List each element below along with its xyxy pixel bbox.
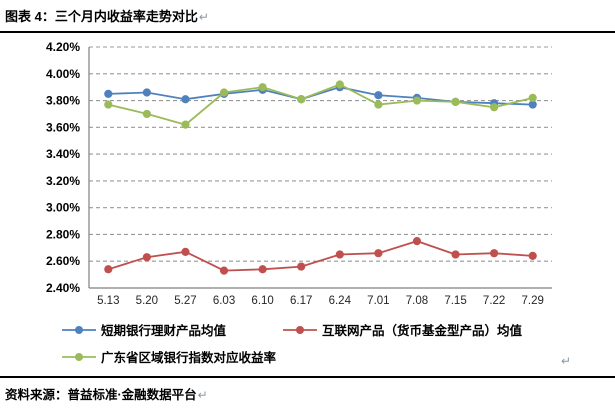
svg-text:3.00%: 3.00% <box>46 201 80 215</box>
svg-text:2.60%: 2.60% <box>46 254 80 268</box>
source-text: 资料来源：普益标准·金融数据平台 <box>5 388 197 402</box>
svg-text:5.27: 5.27 <box>174 295 196 307</box>
chart-canvas: 4.20% 4.00% 3.80% 3.60% 3.40% 3.20% 3.00% 2.80%… <box>46 40 552 307</box>
svg-text:6.17: 6.17 <box>290 295 312 307</box>
svg-text:4.00%: 4.00% <box>46 67 80 81</box>
svg-text:3.40%: 3.40% <box>46 147 80 161</box>
svg-text:3.80%: 3.80% <box>46 94 80 108</box>
svg-text:7.29: 7.29 <box>522 295 544 307</box>
svg-text:3.60%: 3.60% <box>46 120 80 134</box>
line-dot-marker-icon <box>62 325 96 334</box>
svg-text:6.10: 6.10 <box>251 295 273 307</box>
svg-text:3.20%: 3.20% <box>46 174 80 188</box>
svg-text:7.15: 7.15 <box>444 295 466 307</box>
legend-item-short-term-bank: 短期银行理财产品均值 <box>62 320 226 339</box>
legend-label: 广东省区域银行指数对应收益率 <box>101 351 277 365</box>
figure-title-row: 图表 4：三个月内收益率走势对比↵ <box>5 6 209 25</box>
svg-text:5.13: 5.13 <box>97 295 119 307</box>
line-dot-marker-icon <box>283 325 317 334</box>
source-linebreak-mark: ↵ <box>197 388 208 402</box>
legend-label: 短期银行理财产品均值 <box>101 324 227 338</box>
line-chart: 4.20% 4.00% 3.80% 3.60% 3.40% 3.20% 3.00% 2.80%… <box>0 34 615 376</box>
bottom-divider <box>0 376 615 378</box>
svg-text:7.22: 7.22 <box>483 295 505 307</box>
legend-label: 互联网产品（货币基金型产品）均值 <box>322 324 523 338</box>
svg-text:5.20: 5.20 <box>136 295 158 307</box>
top-divider <box>0 31 615 33</box>
chart-linebreak-mark: ↵ <box>561 354 572 368</box>
svg-text:2.80%: 2.80% <box>46 227 80 241</box>
svg-text:4.20%: 4.20% <box>46 40 80 54</box>
line-dot-marker-icon <box>62 352 96 361</box>
source-row: 资料来源：普益标准·金融数据平台↵ <box>5 384 208 403</box>
svg-text:6.24: 6.24 <box>329 295 352 307</box>
figure-title: 图表 4：三个月内收益率走势对比 <box>5 9 198 24</box>
svg-text:7.08: 7.08 <box>406 295 428 307</box>
title-linebreak-mark: ↵ <box>198 10 209 24</box>
legend-item-internet-products: 互联网产品（货币基金型产品）均值 <box>283 320 522 339</box>
legend-item-guangdong-index: 广东省区域银行指数对应收益率 <box>62 347 276 366</box>
svg-text:6.03: 6.03 <box>213 295 235 307</box>
svg-text:2.40%: 2.40% <box>46 281 80 295</box>
svg-text:7.01: 7.01 <box>367 295 389 307</box>
